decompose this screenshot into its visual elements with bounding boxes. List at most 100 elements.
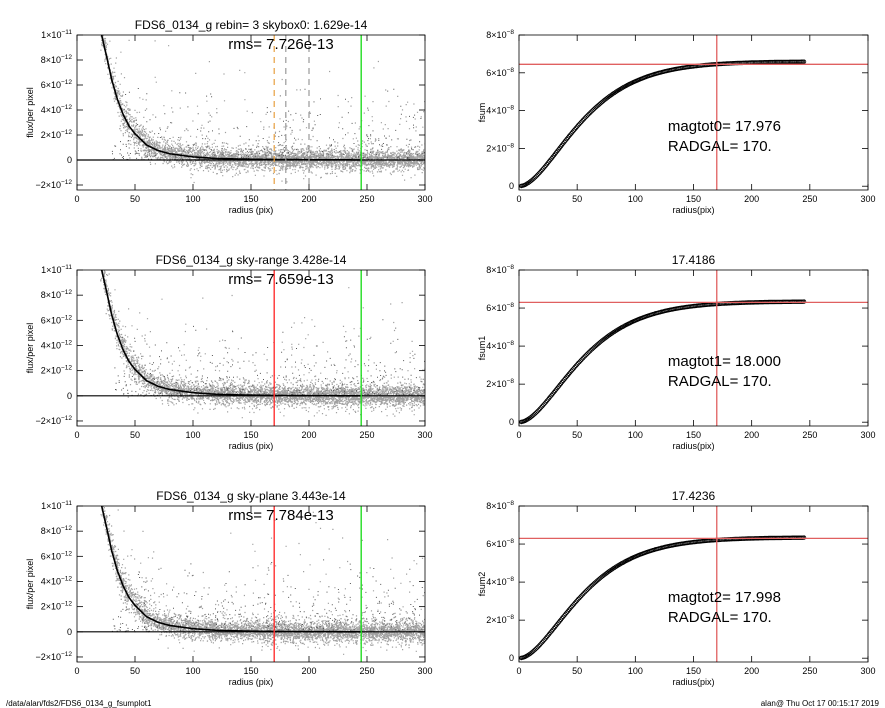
x-tick-label: 150 — [243, 194, 258, 204]
panel-title: 17.4186 — [672, 253, 716, 267]
x-tick-label: 300 — [860, 194, 875, 204]
plot-area — [77, 506, 425, 662]
y-tick-label: 8×10−8 — [486, 29, 514, 40]
x-tick-label: 150 — [686, 666, 701, 676]
y-tick-label: 4×10−8 — [486, 340, 514, 351]
x-tick-label: 250 — [802, 430, 817, 440]
y-tick-label: 2×10−12 — [41, 601, 73, 612]
footer-path: /data/alan/fds2/FDS6_0134_g_fsumplot1 — [6, 699, 152, 708]
x-tick-label: 100 — [185, 666, 200, 676]
x-axis-label: radius(pix) — [672, 677, 714, 687]
x-tick-label: 300 — [417, 666, 432, 676]
profile-line — [100, 270, 362, 397]
x-tick-label: 50 — [130, 430, 140, 440]
plot-frame — [518, 505, 869, 663]
plot-area — [519, 35, 868, 190]
magtot-label: magtot2= 17.998 — [668, 589, 781, 606]
plot-area — [77, 35, 425, 190]
x-axis-label: radius (pix) — [229, 441, 274, 451]
panel-3: 0 50 100 150 200 250 300−2×10−1202×10−124×10−1… — [25, 253, 433, 451]
y-tick-label: 6×10−8 — [486, 538, 514, 549]
x-tick-label: 200 — [744, 194, 759, 204]
x-tick-label: 250 — [359, 194, 374, 204]
x-tick-label: 150 — [243, 666, 258, 676]
panel-title: FDS6_0134_g sky-plane 3.443e-14 — [156, 489, 346, 503]
x-tick-label: 0 — [74, 430, 79, 440]
panel-title: 17.4236 — [672, 489, 716, 503]
y-tick-label: 4×10−12 — [41, 339, 73, 350]
plot-area — [77, 270, 425, 426]
plot-frame — [518, 269, 869, 427]
y-tick-label: 1×10−11 — [41, 500, 72, 511]
outlier-points — [111, 88, 425, 161]
magtot-label: magtot0= 17.976 — [668, 118, 781, 135]
y-tick-label: 8×10−12 — [41, 289, 73, 300]
x-tick-label: 100 — [185, 430, 200, 440]
profile-line — [100, 506, 362, 633]
radgal-label: RADGAL= 170. — [668, 373, 772, 390]
y-tick-label: 2×10−8 — [486, 614, 514, 625]
y-tick-label: 4×10−8 — [486, 105, 514, 116]
y-tick-label: 0 — [509, 417, 514, 427]
radgal-label: RADGAL= 170. — [668, 138, 772, 155]
y-tick-label: 8×10−8 — [486, 264, 514, 275]
y-tick-label: 0 — [509, 653, 514, 663]
panel-title: FDS6_0134_g sky-range 3.428e-14 — [156, 253, 347, 267]
x-tick-label: 100 — [628, 194, 643, 204]
profile-line — [100, 35, 362, 161]
y-axis-label: flux/per pixel — [25, 559, 35, 610]
panel-6: magtot2= 17.998 RADGAL= 170. 0 50 100 150 200 2… — [477, 489, 876, 687]
x-tick-label: 250 — [359, 666, 374, 676]
x-tick-label: 100 — [628, 666, 643, 676]
x-tick-label: 200 — [301, 194, 316, 204]
x-tick-label: 200 — [301, 430, 316, 440]
data-points — [100, 35, 425, 184]
y-tick-label: 4×10−12 — [41, 104, 73, 115]
panel-1: 0 50 100 150 200 250 300−2×10−1202×10−124×10−1… — [25, 18, 433, 215]
y-tick-label: 4×10−12 — [41, 575, 73, 586]
y-axis-label: fsum2 — [477, 572, 487, 597]
y-tick-label: 8×10−8 — [486, 500, 514, 511]
x-tick-label: 0 — [516, 430, 521, 440]
x-tick-label: 50 — [130, 666, 140, 676]
y-tick-label: 8×10−12 — [41, 525, 73, 536]
y-tick-label: 8×10−12 — [41, 54, 73, 65]
x-tick-label: 150 — [243, 430, 258, 440]
y-tick-label: 6×10−8 — [486, 302, 514, 313]
y-tick-label: −2×10−12 — [35, 651, 72, 662]
plot-frame — [518, 34, 869, 191]
x-tick-label: 50 — [130, 194, 140, 204]
panel-5: 0 50 100 150 200 250 300−2×10−1202×10−124×10−1… — [25, 489, 433, 687]
plot-area — [519, 506, 868, 662]
x-tick-label: 50 — [572, 430, 582, 440]
plot-area — [519, 270, 868, 426]
x-tick-label: 250 — [802, 666, 817, 676]
y-tick-label: 0 — [67, 391, 72, 401]
x-axis-label: radius(pix) — [672, 205, 714, 215]
rms-annotation: rms= 7.784e-13 — [228, 507, 333, 524]
x-tick-label: 250 — [359, 430, 374, 440]
panel-title: FDS6_0134_g rebin= 3 skybox0: 1.629e-14 — [135, 18, 368, 32]
y-tick-label: 0 — [67, 155, 72, 165]
rms-annotation: rms= 7.659e-13 — [228, 271, 333, 288]
y-tick-label: 1×10−11 — [41, 264, 72, 275]
y-tick-label: −2×10−12 — [35, 179, 72, 190]
y-tick-label: 2×10−8 — [486, 142, 514, 153]
x-tick-label: 250 — [802, 194, 817, 204]
y-tick-label: 6×10−12 — [41, 79, 73, 90]
y-tick-label: −2×10−12 — [35, 415, 72, 426]
y-tick-label: 6×10−12 — [41, 550, 73, 561]
x-tick-label: 150 — [686, 194, 701, 204]
panel-4: magtot1= 18.000 RADGAL= 170. 0 50 100 150 200 2… — [477, 253, 876, 451]
y-axis-label: fsum — [477, 103, 487, 123]
y-tick-label: 2×10−12 — [41, 129, 73, 140]
x-axis-label: radius (pix) — [229, 205, 274, 215]
x-tick-label: 200 — [301, 666, 316, 676]
x-tick-label: 300 — [860, 666, 875, 676]
radgal-label: RADGAL= 170. — [668, 609, 772, 626]
rms-annotation: rms= 7.726e-13 — [228, 36, 333, 53]
magtot-label: magtot1= 18.000 — [668, 353, 781, 370]
y-tick-label: 2×10−12 — [41, 365, 73, 376]
panel-2: magtot0= 17.976 RADGAL= 170. 0 50 100 150 200 2… — [477, 29, 876, 215]
x-tick-label: 200 — [744, 430, 759, 440]
